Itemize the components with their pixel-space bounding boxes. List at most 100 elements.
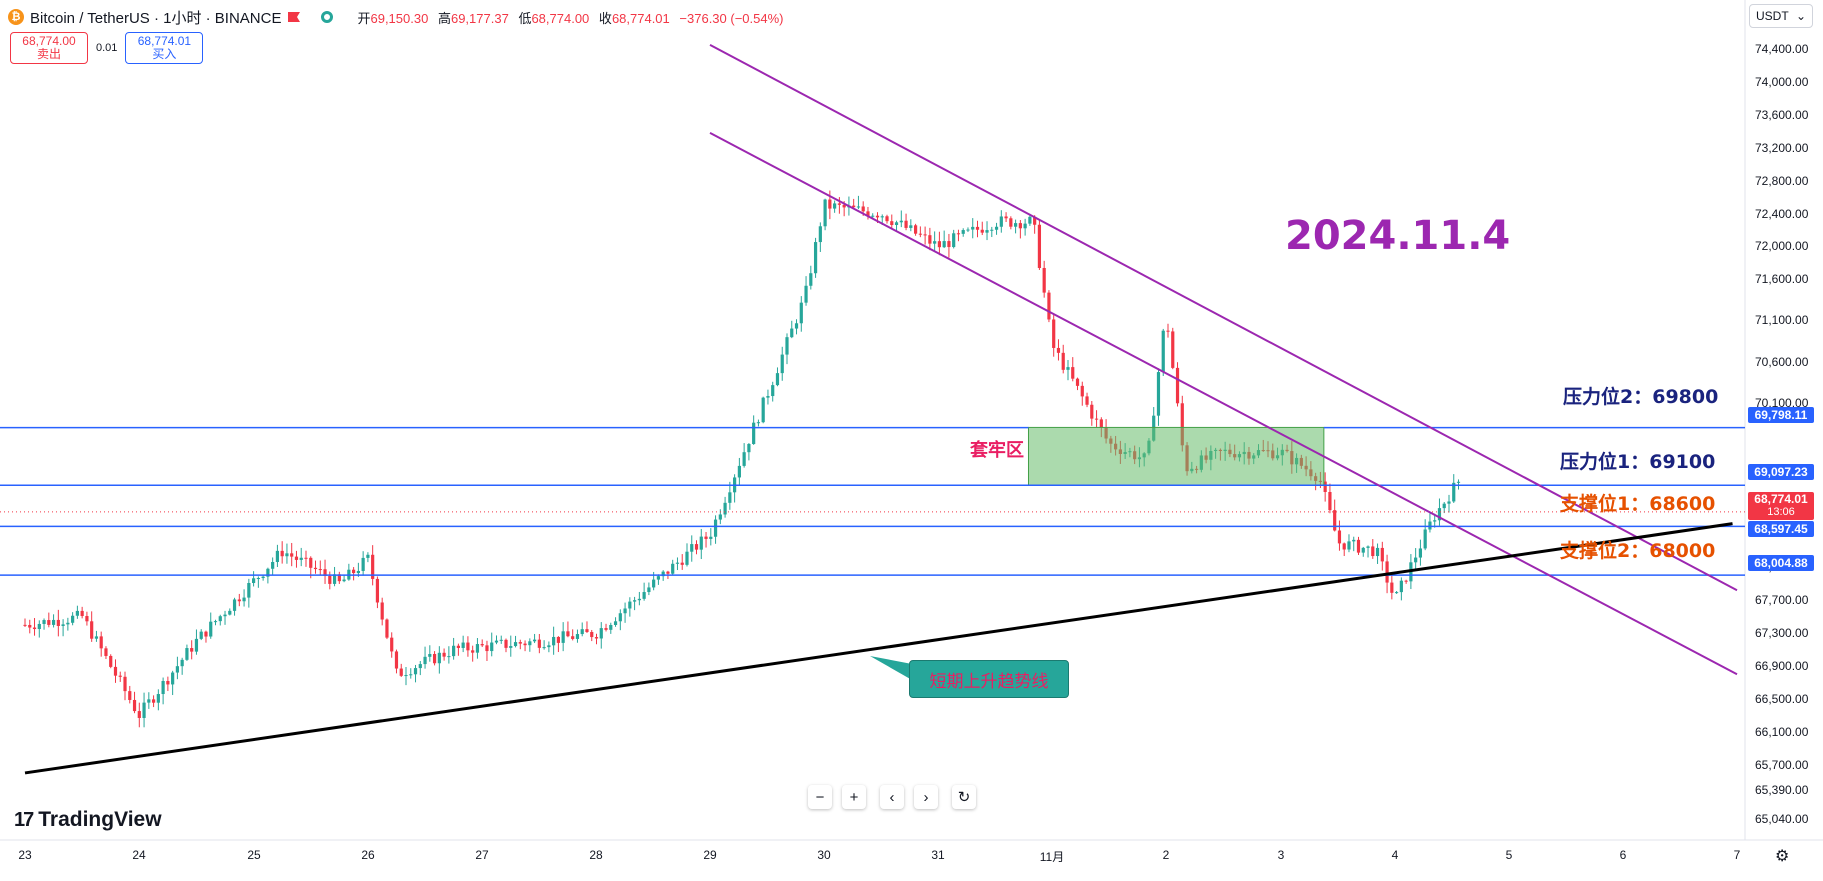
resistance-2-price-tag: 69,798.11	[1748, 407, 1814, 423]
candle-bullish	[1447, 501, 1451, 504]
scroll-left-button[interactable]: ‹	[880, 785, 904, 809]
currency-select[interactable]: USDT ⌄	[1749, 4, 1813, 28]
candle-bullish	[366, 554, 370, 558]
current-price-value: 68,774.01	[1754, 492, 1808, 506]
zoom-in-button[interactable]: +	[842, 785, 866, 809]
candle-bullish	[409, 674, 413, 676]
candle-bullish	[961, 230, 965, 234]
candle-bearish	[1180, 403, 1184, 446]
time-tick-label: 4	[1391, 848, 1399, 862]
currency-value: USDT	[1756, 9, 1789, 23]
candle-bearish	[399, 668, 403, 676]
resistance-2-label[interactable]: 压力位2：69800	[1563, 386, 1719, 408]
tradingview-logo-text: TradingView	[38, 808, 162, 831]
candle-bullish	[690, 544, 694, 552]
candle-bullish	[661, 571, 665, 577]
candle-bearish	[80, 610, 84, 617]
symbol-title[interactable]: Bitcoin / TetherUS · 1小时 · BINANCE	[30, 9, 282, 27]
candle-bullish	[775, 373, 780, 386]
candle-bearish	[442, 652, 446, 657]
candle-bearish	[204, 631, 208, 637]
bitcoin-icon: ₿	[8, 9, 24, 25]
candle-bullish	[228, 610, 232, 615]
candle-bullish	[75, 610, 79, 616]
buy-button[interactable]: 68,774.01 买入	[125, 32, 204, 64]
drawing-lines	[0, 44, 1745, 775]
candle-bullish	[1395, 592, 1399, 594]
price-tick-label: 67,300.00	[1755, 626, 1809, 641]
price-tick-label: 70,100.00	[1755, 395, 1809, 410]
candle-bullish	[652, 579, 656, 588]
scroll-toolbar: ‹ ›	[880, 785, 938, 809]
candle-bullish	[361, 557, 365, 571]
candle-bearish	[842, 204, 846, 208]
trade-panel: 68,774.00 卖出 0.01 68,774.01 买入	[10, 32, 204, 64]
candle-bearish	[318, 569, 322, 571]
candle-bearish	[109, 655, 113, 667]
date-annotation[interactable]: 2024.11.4	[1285, 213, 1511, 259]
candle-bullish	[1156, 372, 1161, 416]
candle-bullish	[713, 519, 718, 537]
candle-bullish	[285, 553, 289, 557]
candle-bearish	[1166, 330, 1170, 332]
candle-bearish	[937, 241, 941, 248]
zoom-out-button[interactable]: −	[808, 785, 832, 809]
candle-bearish	[947, 241, 951, 248]
candle-bearish	[861, 206, 865, 212]
candle-bullish	[723, 502, 727, 515]
high-value: 69,177.37	[450, 10, 509, 26]
gear-icon[interactable]: ⚙	[1775, 848, 1790, 865]
sell-button[interactable]: 68,774.00 卖出	[10, 32, 88, 64]
candle-bullish	[199, 631, 203, 639]
candle-bullish	[899, 220, 903, 223]
candle-bullish	[142, 702, 146, 718]
flag-icon[interactable]	[287, 11, 301, 23]
scroll-right-button[interactable]: ›	[914, 785, 938, 809]
candle-bullish	[1414, 557, 1418, 563]
trendline-callout[interactable]: 短期上升趋势线	[909, 660, 1069, 698]
candle-bearish	[1075, 378, 1080, 386]
candle-bullish	[999, 216, 1003, 227]
candle-bearish	[828, 199, 832, 209]
price-tick-label: 66,900.00	[1755, 658, 1809, 673]
low-label: 低	[518, 10, 532, 26]
candle-bullish	[647, 587, 651, 593]
candle-bullish	[609, 624, 613, 630]
candle-bullish	[618, 613, 622, 622]
candle-bearish	[151, 699, 156, 703]
candle-bearish	[1071, 367, 1075, 379]
candle-bullish	[271, 562, 275, 569]
reset-chart-button[interactable]: ↻	[952, 785, 976, 809]
candle-bullish	[475, 644, 480, 653]
resistance-1-label[interactable]: 压力位1：69100	[1560, 451, 1716, 473]
candle-bullish	[542, 647, 546, 649]
candle-bullish	[856, 206, 861, 208]
price-tick-label: 70,600.00	[1755, 354, 1809, 369]
time-tick-label: 28	[589, 848, 603, 862]
candle-bullish	[266, 568, 270, 577]
candle-bearish	[394, 651, 399, 669]
candle-bearish	[480, 644, 484, 646]
candle-bearish	[290, 553, 294, 557]
candle-bearish	[371, 554, 375, 579]
support-1-label[interactable]: 支撑位1：68600	[1560, 493, 1716, 515]
candle-bearish	[1337, 530, 1342, 544]
time-tick-label: 26	[361, 848, 375, 862]
candle-bearish	[518, 642, 522, 644]
trapped-zone-label[interactable]: 套牢区	[970, 440, 1024, 461]
candle-bearish	[237, 599, 241, 602]
tradingview-logo[interactable]: 17 TradingView	[14, 808, 162, 832]
low-value: 68,774.00	[531, 10, 590, 26]
candle-bearish	[1018, 223, 1022, 229]
support-2-label[interactable]: 支撑位2：68000	[1560, 540, 1716, 562]
candle-bullish	[785, 337, 789, 355]
candle-bearish	[1390, 582, 1394, 593]
candle-bearish	[566, 631, 570, 637]
candle-bullish	[613, 621, 618, 625]
candle-bullish	[985, 230, 989, 233]
current-price-tag: 68,774.01 13:06	[1748, 492, 1814, 520]
candle-bearish	[875, 215, 880, 218]
candle-bearish	[1047, 292, 1051, 320]
candle-bullish	[528, 641, 532, 646]
